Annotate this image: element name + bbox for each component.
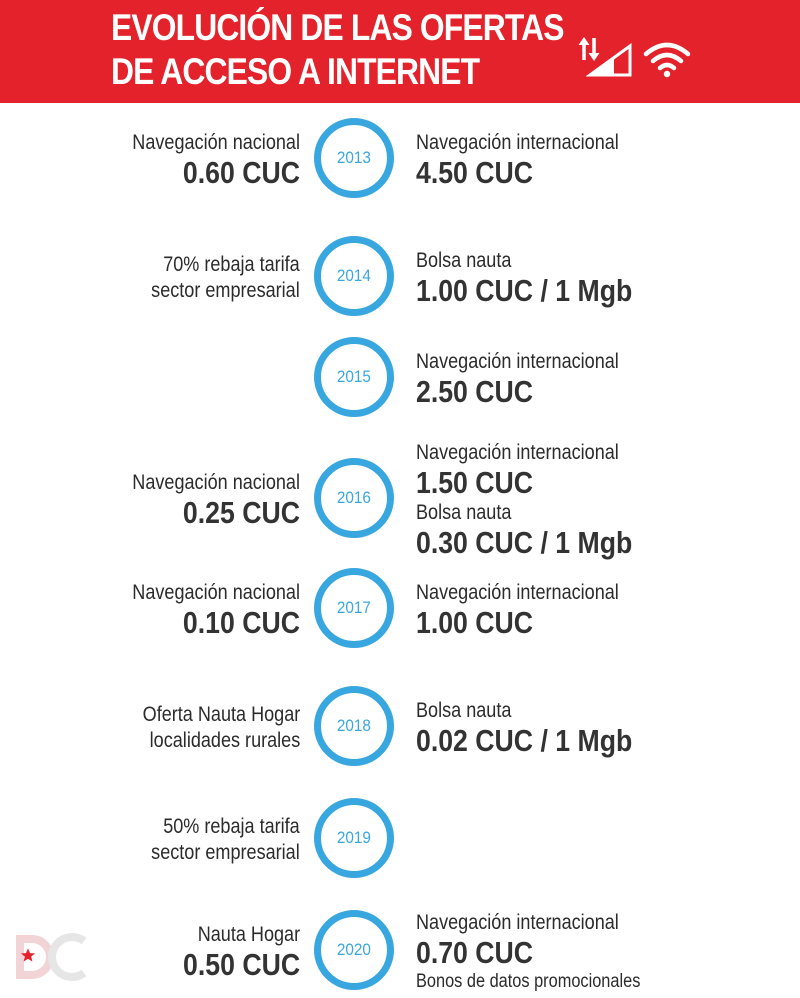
right-offer-block: Navegación internacional 4.50 CUC bbox=[416, 130, 652, 190]
header-banner: EVOLUCIÓN DE LAS OFERTAS DE ACCESO A INT… bbox=[0, 0, 800, 103]
offer-price: 1.00 CUC bbox=[416, 605, 534, 640]
year-label: 2019 bbox=[336, 828, 372, 847]
year-circle: 2020 bbox=[314, 910, 394, 990]
offer-label: Navegación nacional bbox=[132, 131, 300, 154]
offer-price: 0.25 CUC bbox=[182, 495, 300, 530]
year-label: 2017 bbox=[336, 598, 372, 617]
signal-strength-icon bbox=[586, 43, 632, 77]
offer-label: Navegación nacional bbox=[132, 581, 300, 604]
data-transfer-arrows-icon bbox=[578, 37, 600, 61]
year-label: 2013 bbox=[336, 148, 372, 167]
offer-price: 0.50 CUC bbox=[182, 947, 300, 982]
year-circle: 2016 bbox=[314, 458, 394, 538]
page-title: EVOLUCIÓN DE LAS OFERTAS DE ACCESO A INT… bbox=[111, 6, 564, 94]
year-circle: 2018 bbox=[314, 686, 394, 766]
left-offer-block: Navegación nacional 0.10 CUC bbox=[105, 580, 300, 640]
offer-price: 1.50 CUC bbox=[416, 465, 534, 500]
right-offer-block: Navegación internacional 2.50 CUC bbox=[416, 349, 652, 409]
year-circle: 2014 bbox=[314, 236, 394, 316]
offer-label: Navegación internacional bbox=[416, 911, 619, 934]
offer-label: Navegación internacional bbox=[416, 131, 619, 154]
title-line-1: EVOLUCIÓN DE LAS OFERTAS bbox=[111, 7, 564, 48]
left-offer-block: 50% rebaja tarifa sector empresarial bbox=[127, 814, 300, 866]
dc-logo-icon bbox=[16, 933, 87, 981]
right-offer-block: Navegación internacional 1.00 CUC bbox=[416, 580, 652, 640]
right-offer-block: Bolsa nauta 0.02 CUC / 1 Mgb bbox=[416, 698, 668, 758]
offer-label: Bolsa nauta bbox=[416, 699, 512, 722]
right-offer-block: Bolsa nauta 1.00 CUC / 1 Mgb bbox=[416, 248, 668, 308]
offer-label: Oferta Nauta Hogar bbox=[142, 703, 300, 726]
left-offer-block: 70% rebaja tarifa sector empresarial bbox=[127, 252, 300, 304]
offer-price: 1.00 CUC / 1 Mgb bbox=[416, 273, 633, 308]
year-label: 2016 bbox=[336, 488, 372, 507]
right-offer-block: Navegación internacional 1.50 CUC Bolsa na… bbox=[416, 440, 668, 560]
year-circle: 2015 bbox=[314, 337, 394, 417]
offer-label: Navegación internacional bbox=[416, 581, 619, 604]
left-offer-block: Navegación nacional 0.60 CUC bbox=[105, 130, 300, 190]
left-offer-block: Nauta Hogar 0.50 CUC bbox=[164, 922, 300, 982]
offer-label: Nauta Hogar bbox=[197, 923, 300, 946]
year-label: 2018 bbox=[336, 716, 372, 735]
offer-label: Bolsa nauta bbox=[416, 249, 512, 272]
wifi-icon bbox=[643, 42, 691, 78]
offer-price: 0.60 CUC bbox=[182, 155, 300, 190]
offer-label: localidades rurales bbox=[149, 729, 300, 752]
offer-price: 0.02 CUC / 1 Mgb bbox=[416, 723, 633, 758]
year-label: 2015 bbox=[336, 367, 372, 386]
offer-label: Navegación internacional bbox=[416, 441, 619, 464]
offer-label: Bolsa nauta bbox=[416, 501, 512, 524]
offer-price: 0.30 CUC / 1 Mgb bbox=[416, 525, 633, 560]
title-line-2: DE ACCESO A INTERNET bbox=[111, 51, 480, 92]
offer-price: 2.50 CUC bbox=[416, 374, 534, 409]
year-circle: 2019 bbox=[314, 798, 394, 878]
offer-label: Navegación internacional bbox=[416, 350, 619, 373]
offer-label: sector empresarial bbox=[151, 279, 300, 302]
year-label: 2014 bbox=[336, 266, 372, 285]
offer-label: 50% rebaja tarifa bbox=[163, 815, 300, 838]
offer-price: 4.50 CUC bbox=[416, 155, 534, 190]
year-label: 2020 bbox=[336, 940, 372, 959]
left-offer-block: Navegación nacional 0.25 CUC bbox=[105, 470, 300, 530]
left-offer-block: Oferta Nauta Hogar localidades rurales bbox=[117, 702, 300, 754]
year-circle: 2017 bbox=[314, 568, 394, 648]
offer-label: 70% rebaja tarifa bbox=[163, 253, 300, 276]
offer-label: sector empresarial bbox=[151, 841, 300, 864]
offer-label: Navegación nacional bbox=[132, 471, 300, 494]
offer-price: 0.70 CUC bbox=[416, 935, 534, 970]
year-circle: 2013 bbox=[314, 118, 394, 198]
offer-price: 0.10 CUC bbox=[182, 605, 300, 640]
offer-note: Bonos de datos promocionales bbox=[416, 971, 641, 992]
right-offer-block: Navegación internacional 0.70 CUC Bonos de… bbox=[416, 910, 677, 994]
